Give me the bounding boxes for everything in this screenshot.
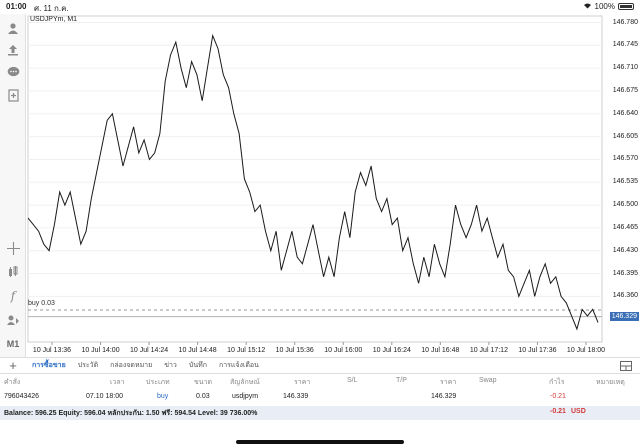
x-tick-label: 10 Jul 17:36	[518, 347, 557, 354]
balance-currency: USD	[571, 408, 586, 415]
status-time: 01:00	[6, 2, 27, 11]
y-tick-label: 146.675	[612, 86, 638, 94]
crosshair-icon[interactable]	[5, 240, 21, 256]
buy-line-label: buy 0.03	[28, 300, 55, 308]
header-type: ประเภท	[146, 379, 170, 386]
row-open-price: 146.339	[283, 393, 309, 400]
y-tick-label: 146.535	[612, 178, 638, 186]
wifi-icon	[583, 2, 592, 11]
x-tick-label: 10 Jul 16:00	[324, 347, 363, 354]
row-order: 796043426	[4, 393, 40, 400]
orders-table-header: คำสั่ง เวลา ประเภท ขนาด สัญลักษณ์ ราคา S…	[0, 375, 640, 389]
objects-icon[interactable]	[5, 312, 21, 328]
home-indicator	[236, 440, 404, 444]
timeframe-button[interactable]: M1	[6, 339, 20, 349]
chat-icon[interactable]	[5, 64, 21, 80]
header-tp: T/P	[396, 377, 407, 384]
header-sl: S/L	[347, 377, 358, 384]
header-price: ราคา	[294, 379, 311, 386]
header-swap: Swap	[479, 377, 497, 384]
price-series-line	[27, 33, 599, 331]
row-size: 0.03	[196, 393, 210, 400]
status-bar: 01:00 ศ. 11 ก.ค. 100%	[0, 0, 640, 14]
x-tick-label: 10 Jul 14:00	[81, 347, 120, 354]
x-tick-label: 10 Jul 13:36	[32, 347, 72, 354]
header-time: เวลา	[110, 379, 125, 386]
y-tick-label: 146.500	[612, 201, 638, 209]
header-current-price: ราคา	[440, 379, 457, 386]
status-date: ศ. 11 ก.ค.	[34, 4, 69, 13]
new-document-icon[interactable]	[5, 87, 21, 103]
y-tick-label: 146.570	[612, 155, 638, 163]
table-row[interactable]: 796043426 07.10 18:00 buy 0.03 usdjpym 1…	[0, 391, 640, 405]
y-tick-label: 146.430	[612, 246, 638, 254]
chart-canvas	[27, 15, 603, 345]
x-tick-label: 10 Jul 18:00	[566, 347, 606, 354]
add-icon[interactable]: +	[9, 358, 17, 373]
battery-percent: 100%	[594, 2, 615, 11]
account-icon[interactable]	[5, 20, 21, 36]
tab-alerts[interactable]: การแจ้งเตือน	[218, 362, 259, 369]
x-tick-label: 10 Jul 15:12	[227, 347, 266, 354]
layout-icon[interactable]	[620, 361, 632, 373]
x-tick-label: 10 Jul 16:24	[372, 347, 411, 354]
indicators-icon[interactable]	[5, 264, 21, 280]
balance-bar: Balance: 596.25 Equity: 596.04 หลักประกั…	[0, 406, 640, 420]
header-size: ขนาด	[194, 379, 213, 386]
tab-history[interactable]: ประวัติ	[77, 362, 99, 369]
x-tick-label: 10 Jul 14:48	[178, 347, 217, 354]
header-order: คำสั่ง	[4, 379, 21, 386]
y-tick-label: 146.360	[612, 292, 638, 300]
trade-icon[interactable]	[5, 42, 21, 58]
x-tick-label: 10 Jul 16:48	[421, 347, 460, 354]
row-current-price: 146.329	[431, 393, 457, 400]
row-time: 07.10 18:00	[86, 393, 123, 400]
x-tick-label: 10 Jul 15:36	[275, 347, 314, 354]
balance-summary: Balance: 596.25 Equity: 596.04 หลักประกั…	[4, 410, 258, 417]
header-comment: หมายเหตุ	[596, 379, 625, 386]
row-symbol: usdjpym	[232, 393, 259, 400]
function-icon[interactable]: f	[10, 289, 16, 303]
header-symbol: สัญลักษณ์	[230, 379, 260, 386]
row-profit: -0.21	[550, 393, 566, 400]
plot-frame	[27, 15, 603, 343]
y-tick-label: 146.745	[612, 41, 638, 49]
price-chart[interactable]: USDJPYm, M1 buy 0.03 146.780 146.745 146.7…	[26, 14, 640, 357]
x-tick-label: 10 Jul 14:24	[130, 347, 169, 354]
header-profit: กำไร	[549, 379, 565, 386]
y-tick-label: 146.605	[612, 132, 638, 140]
current-price-tag: 146.329	[609, 311, 639, 321]
balance-total: -0.21	[550, 408, 566, 415]
bottom-tabs: + การซื้อขาย ประวัติ กล่องจดหมาย ข่าว บั…	[0, 357, 640, 374]
y-tick-label: 146.780	[612, 18, 638, 26]
y-tick-label: 146.640	[612, 109, 638, 117]
tab-mailbox[interactable]: กล่องจดหมาย	[110, 362, 153, 369]
y-tick-label: 146.710	[612, 64, 638, 72]
y-tick-label: 146.465	[612, 223, 638, 231]
battery-icon	[618, 3, 634, 10]
x-tick-label: 10 Jul 17:12	[469, 347, 508, 354]
tab-journal[interactable]: บันทึก	[188, 362, 207, 369]
tab-trade[interactable]: การซื้อขาย	[32, 362, 66, 369]
y-tick-label: 146.395	[612, 269, 638, 277]
chart-symbol-label: USDJPYm, M1	[30, 16, 78, 23]
left-toolbar: f M1	[0, 14, 26, 357]
row-type: buy	[157, 393, 169, 400]
tab-news[interactable]: ข่าว	[164, 362, 177, 369]
